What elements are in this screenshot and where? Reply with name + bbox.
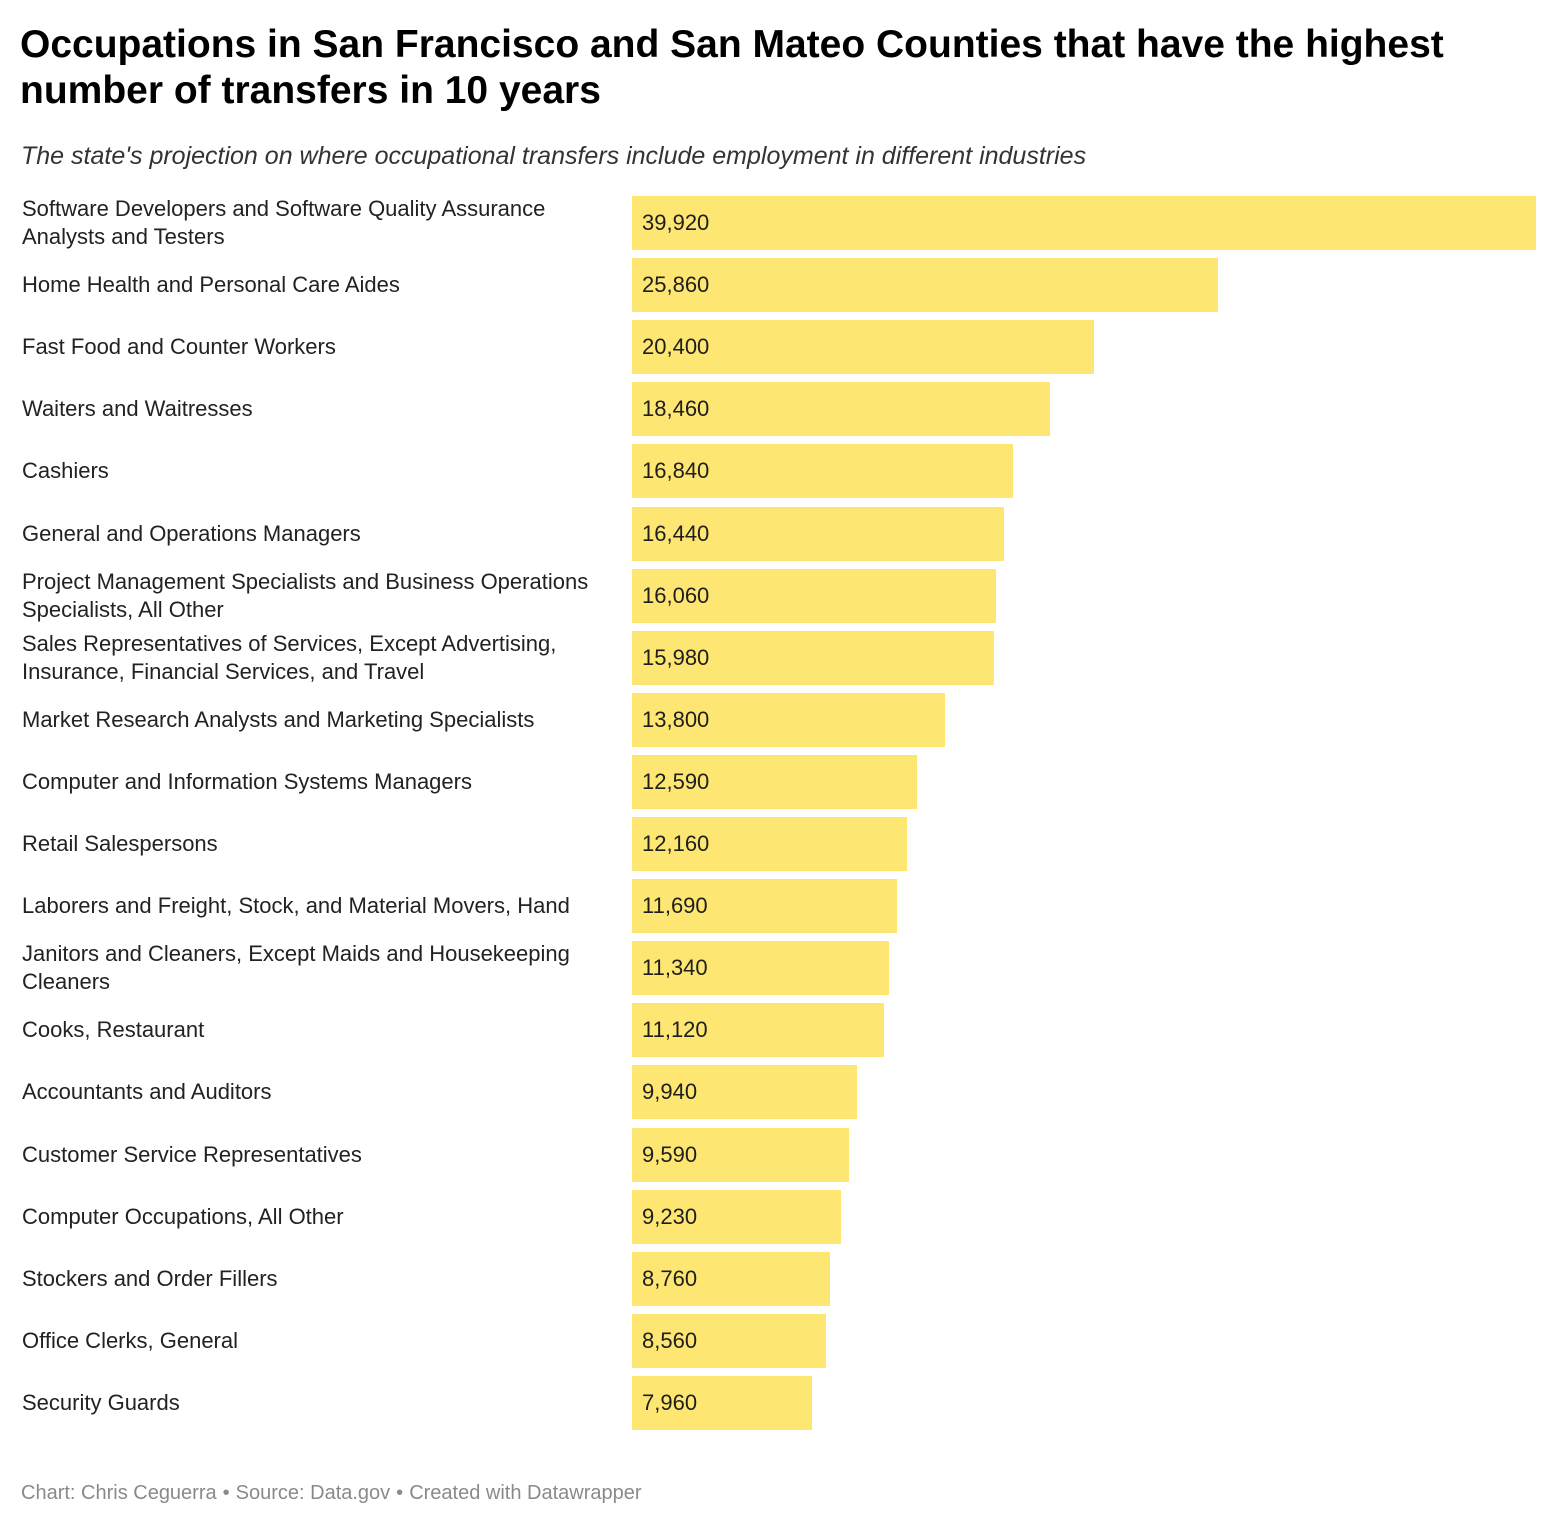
value-label: 9,940 xyxy=(642,1079,698,1104)
value-label: 16,440 xyxy=(642,521,710,546)
category-label: Home Health and Personal Care Aides xyxy=(22,272,400,297)
value-label: 12,590 xyxy=(642,769,710,794)
bar: 8,760 xyxy=(632,1252,830,1306)
value-label: 7,960 xyxy=(642,1390,698,1415)
bar: 11,340 xyxy=(632,941,889,995)
value-label: 9,590 xyxy=(642,1142,698,1167)
value-label: 16,840 xyxy=(642,458,710,483)
category-label: Accountants and Auditors xyxy=(22,1079,272,1104)
value-label: 13,800 xyxy=(642,707,710,732)
category-label: Laborers and Freight, Stock, and Materia… xyxy=(22,893,570,918)
bar: 16,060 xyxy=(632,569,996,623)
bar: 11,690 xyxy=(632,879,897,933)
value-label: 25,860 xyxy=(642,272,710,297)
value-label: 39,920 xyxy=(642,210,710,235)
category-label: Customer Service Representatives xyxy=(22,1142,362,1167)
category-label: Stockers and Order Fillers xyxy=(22,1266,278,1291)
value-label: 12,160 xyxy=(642,831,710,856)
value-label: 11,690 xyxy=(642,893,708,918)
value-label: 9,230 xyxy=(642,1204,698,1229)
bar: 9,590 xyxy=(632,1128,849,1182)
bar: 20,400 xyxy=(632,320,1094,374)
footer-separator: • xyxy=(222,1482,230,1504)
bar: 16,440 xyxy=(632,507,1004,561)
bar: 11,120 xyxy=(632,1003,884,1057)
category-label: Security Guards xyxy=(22,1390,180,1415)
category-label: Waiters and Waitresses xyxy=(22,396,253,421)
category-label: Computer and Information Systems Manager… xyxy=(22,769,472,794)
bar: 12,590 xyxy=(632,755,917,809)
value-label: 8,760 xyxy=(642,1266,698,1291)
bar: 25,860 xyxy=(632,258,1218,312)
bar: 9,230 xyxy=(632,1190,841,1244)
footer-separator: • xyxy=(396,1482,404,1504)
bar: 16,840 xyxy=(632,444,1013,498)
chart-footer: Chart: Chris Ceguerra • Source: Data.gov • C… xyxy=(21,1480,642,1506)
category-label: Fast Food and Counter Workers xyxy=(22,334,336,359)
category-label: Sales Representatives of Services, Excep… xyxy=(22,631,557,684)
bar: 9,940 xyxy=(632,1065,857,1119)
value-label: 11,340 xyxy=(642,955,708,980)
category-label: General and Operations Managers xyxy=(22,521,361,546)
category-label: Retail Salespersons xyxy=(22,831,218,856)
value-label: 16,060 xyxy=(642,583,710,608)
bar: 12,160 xyxy=(632,817,907,871)
category-label: Janitors and Cleaners, Except Maids and … xyxy=(22,941,570,994)
bar: 13,800 xyxy=(632,693,945,747)
chart-credit: Chart: Chris Ceguerra xyxy=(21,1482,217,1504)
chart-subtitle: The state's projection on where occupati… xyxy=(21,142,1087,170)
bar: 18,460 xyxy=(632,382,1050,436)
bar: 7,960 xyxy=(632,1376,812,1430)
bar: 15,980 xyxy=(632,631,994,685)
category-label: Market Research Analysts and Marketing S… xyxy=(22,707,535,732)
category-label: Cashiers xyxy=(22,458,109,483)
bar: 8,560 xyxy=(632,1314,826,1368)
value-label: 18,460 xyxy=(642,396,710,421)
category-label: Software Developers and Software Quality… xyxy=(22,196,546,249)
chart-title: Occupations in San Francisco and San Mat… xyxy=(20,23,1444,112)
chart-source: Source: Data.gov xyxy=(235,1482,391,1504)
value-label: 11,120 xyxy=(642,1017,708,1042)
value-label: 15,980 xyxy=(642,645,710,670)
datawrapper-credit: Created with Datawrapper xyxy=(409,1482,642,1504)
category-label: Project Management Specialists and Busin… xyxy=(22,569,589,622)
value-label: 8,560 xyxy=(642,1328,698,1353)
bar: 39,920 xyxy=(632,196,1536,250)
value-label: 20,400 xyxy=(642,334,710,359)
category-label: Office Clerks, General xyxy=(22,1328,239,1353)
category-label: Computer Occupations, All Other xyxy=(22,1204,344,1229)
category-label: Cooks, Restaurant xyxy=(22,1017,205,1042)
